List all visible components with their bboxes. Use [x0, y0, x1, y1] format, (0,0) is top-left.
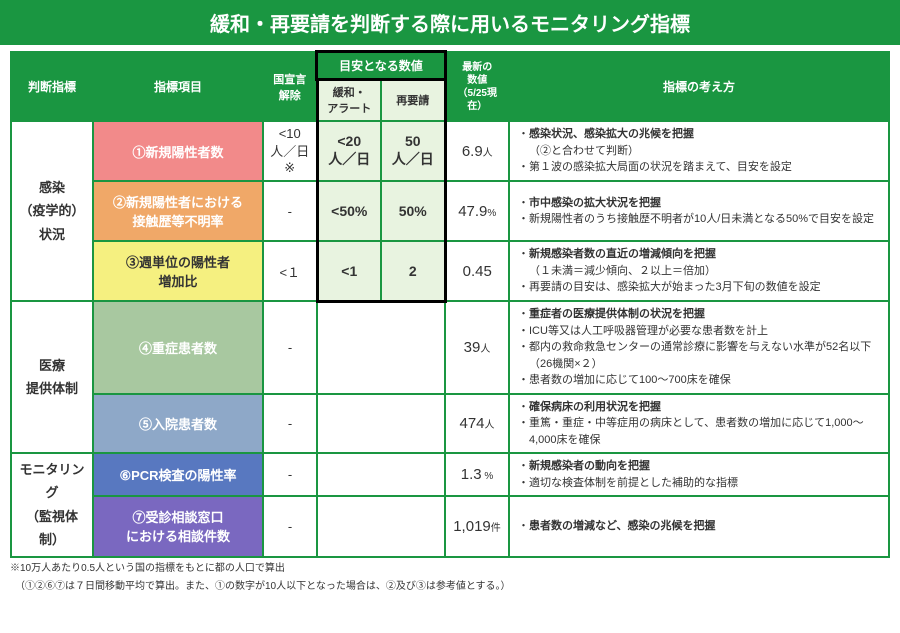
hdr-criteria: 判断指標 — [11, 52, 93, 121]
rationale-cell: 患者数の増減など、感染の兆候を把握 — [509, 496, 889, 556]
latest-value-cell: 6.9人 — [445, 121, 509, 181]
benchmark-ease-cell: <1 — [317, 241, 381, 301]
hdr-rationale: 指標の考え方 — [509, 52, 889, 121]
table-row: 感染 （疫学的） 状況①新規陽性者数<10 人／日 ※<20 人／日50 人／日… — [11, 121, 889, 181]
benchmark-req-cell: 50% — [381, 181, 445, 241]
national-cell: - — [263, 394, 317, 454]
latest-value-cell: 1.3 % — [445, 453, 509, 496]
latest-value-cell: 0.45 — [445, 241, 509, 301]
category-cell: 感染 （疫学的） 状況 — [11, 121, 93, 301]
national-cell: - — [263, 301, 317, 394]
hdr-latest: 最新の 数値 （5/25現在） — [445, 52, 509, 121]
table-row: ⑦受診相談窓口 における相談件数- 1,019件患者数の増減など、感染の兆候を把握 — [11, 496, 889, 556]
item-cell: ③週単位の陽性者 増加比 — [93, 241, 263, 301]
rationale-cell: 感染状況、感染拡大の兆候を把握（②と合わせて判断）第１波の感染拡大局面の状況を踏… — [509, 121, 889, 181]
table-row: ③週単位の陽性者 増加比<１<120.45新規感染者数の直近の増減傾向を把握（１… — [11, 241, 889, 301]
item-cell: ⑥PCR検査の陽性率 — [93, 453, 263, 496]
category-cell: モニタリング （監視体制） — [11, 453, 93, 557]
national-cell: - — [263, 496, 317, 556]
hdr-national: 国宣言 解除 — [263, 52, 317, 121]
hdr-item: 指標項目 — [93, 52, 263, 121]
rationale-cell: 重症者の医療提供体制の状況を把握ICU等又は人工呼吸器管理が必要な患者数を計上都… — [509, 301, 889, 394]
rationale-cell: 新規感染者数の直近の増減傾向を把握（１未満＝減少傾向、２以上＝倍加）再要請の目安… — [509, 241, 889, 301]
page-title: 緩和・再要請を判断する際に用いるモニタリング指標 — [0, 0, 900, 45]
national-cell: <１ — [263, 241, 317, 301]
latest-value-cell: 474人 — [445, 394, 509, 454]
footnote-2: （①②⑥⑦は７日間移動平均で算出。また、①の数字が10人以下となった場合は、②及… — [10, 580, 890, 594]
latest-value-cell: 39人 — [445, 301, 509, 394]
hdr-benchmark: 目安となる数値 — [317, 52, 445, 79]
monitoring-table: 判断指標 指標項目 国宣言 解除 目安となる数値 最新の 数値 （5/25現在）… — [10, 51, 890, 558]
item-cell: ②新規陽性者における 接触歴等不明率 — [93, 181, 263, 241]
category-cell: 医療 提供体制 — [11, 301, 93, 453]
hdr-req: 再要請 — [381, 79, 445, 121]
rationale-cell: 確保病床の利用状況を把握重篤・重症・中等症用の病床として、患者数の増加に応じて1… — [509, 394, 889, 454]
table-header: 判断指標 指標項目 国宣言 解除 目安となる数値 最新の 数値 （5/25現在）… — [11, 52, 889, 121]
item-cell: ⑦受診相談窓口 における相談件数 — [93, 496, 263, 556]
benchmark-req-cell: 2 — [381, 241, 445, 301]
rationale-cell: 新規感染者の動向を把握適切な検査体制を前提とした補助的な指標 — [509, 453, 889, 496]
item-cell: ④重症患者数 — [93, 301, 263, 394]
benchmark-empty — [317, 496, 445, 556]
table-body: 感染 （疫学的） 状況①新規陽性者数<10 人／日 ※<20 人／日50 人／日… — [11, 121, 889, 557]
hdr-ease: 緩和・ アラート — [317, 79, 381, 121]
national-cell: - — [263, 181, 317, 241]
table-row: ⑤入院患者数- 474人確保病床の利用状況を把握重篤・重症・中等症用の病床として、… — [11, 394, 889, 454]
benchmark-req-cell: 50 人／日 — [381, 121, 445, 181]
item-cell: ①新規陽性者数 — [93, 121, 263, 181]
benchmark-empty — [317, 394, 445, 454]
table-container: 判断指標 指標項目 国宣言 解除 目安となる数値 最新の 数値 （5/25現在）… — [0, 45, 900, 598]
table-row: モニタリング （監視体制）⑥PCR検査の陽性率-1.3 %新規感染者の動向を把握… — [11, 453, 889, 496]
latest-value-cell: 47.9% — [445, 181, 509, 241]
table-row: ②新規陽性者における 接触歴等不明率-<50%50%47.9%市中感染の拡大状況… — [11, 181, 889, 241]
footnote-1: ※10万人あたり0.5人という国の指標をもとに都の人口で算出 — [10, 562, 890, 576]
national-cell: - — [263, 453, 317, 496]
national-cell: <10 人／日 ※ — [263, 121, 317, 181]
benchmark-empty — [317, 453, 445, 496]
benchmark-ease-cell: <50% — [317, 181, 381, 241]
benchmark-ease-cell: <20 人／日 — [317, 121, 381, 181]
latest-value-cell: 1,019件 — [445, 496, 509, 556]
item-cell: ⑤入院患者数 — [93, 394, 263, 454]
rationale-cell: 市中感染の拡大状況を把握新規陽性者のうち接触歴不明者が10人/日未満となる50%… — [509, 181, 889, 241]
benchmark-empty — [317, 301, 445, 394]
table-row: 医療 提供体制④重症患者数-39人重症者の医療提供体制の状況を把握ICU等又は人… — [11, 301, 889, 394]
